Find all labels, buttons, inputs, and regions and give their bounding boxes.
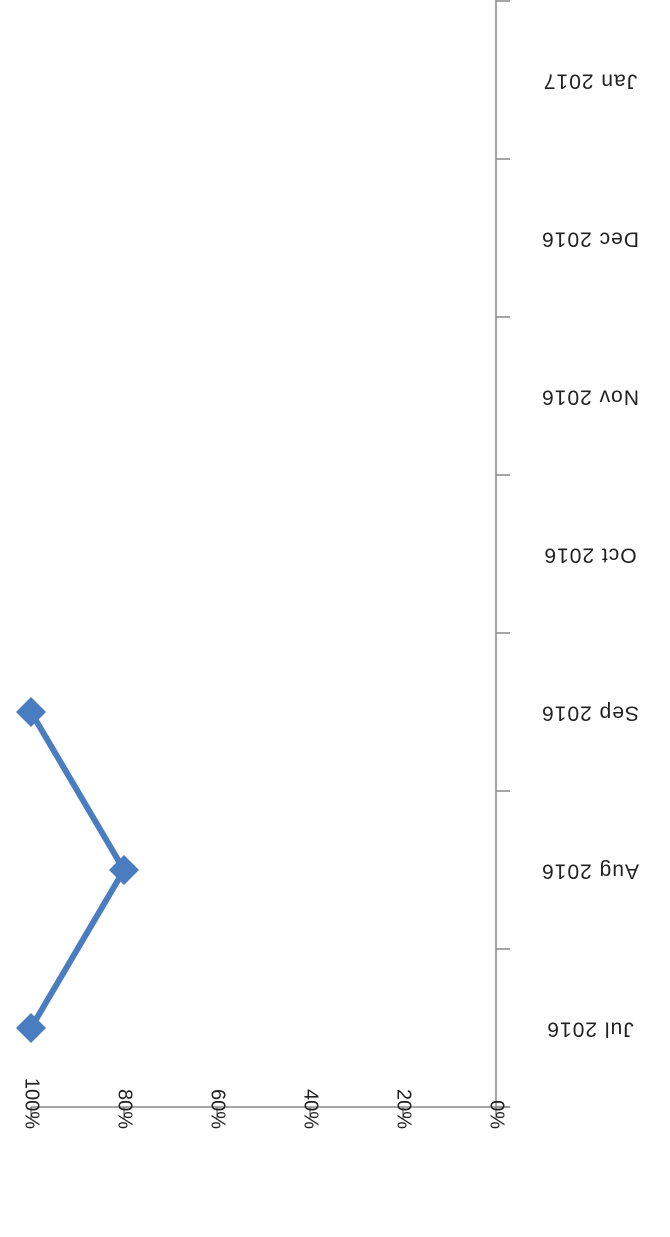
category-label: Nov 2016 [541, 385, 639, 408]
category-label: Sep 2016 [541, 701, 639, 724]
value-tick-label: 20% [393, 1089, 415, 1129]
data-point-marker [109, 855, 139, 885]
value-tick-label: 40% [300, 1089, 322, 1129]
category-label: Dec 2016 [541, 227, 639, 250]
category-label: Aug 2016 [541, 859, 639, 882]
category-label: Jul 2016 [546, 1017, 633, 1040]
value-tick-label: 80% [114, 1089, 136, 1129]
value-tick-label: 100% [21, 1078, 43, 1129]
data-point-marker [16, 697, 46, 727]
data-point-marker [16, 1013, 46, 1043]
chart-series [16, 697, 139, 1043]
category-label: Jan 2017 [543, 69, 637, 92]
value-tick-label: 0% [486, 1100, 508, 1129]
category-label: Oct 2016 [543, 543, 636, 566]
chart-axes [30, 0, 510, 1119]
chart-labels: 0% 20% 40% 60% 80% 100% Jul 2016 Aug 2016 Sep 20… [21, 69, 639, 1129]
value-tick-label: 60% [207, 1089, 229, 1129]
